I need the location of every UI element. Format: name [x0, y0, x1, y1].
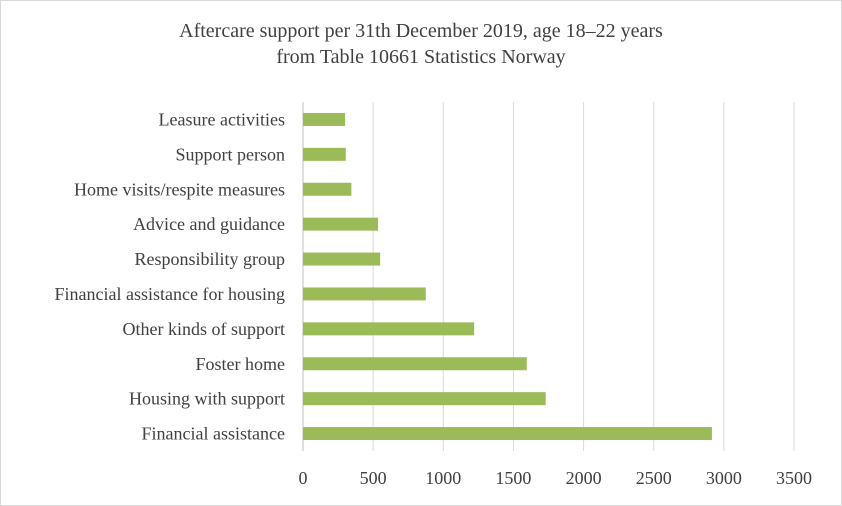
x-tick-label: 1000 — [425, 468, 461, 488]
bar — [303, 287, 426, 301]
bar — [303, 357, 527, 371]
x-tick-label: 1500 — [495, 468, 531, 488]
category-label: Housing with support — [129, 389, 285, 409]
x-tick-label: 2000 — [566, 468, 602, 488]
category-label: Leasure activities — [159, 109, 285, 129]
bar — [303, 322, 475, 336]
bar — [303, 182, 352, 196]
x-tick-label: 0 — [299, 468, 308, 488]
bar — [303, 112, 346, 126]
category-label: Other kinds of support — [123, 319, 285, 339]
x-tick-label: 3500 — [776, 468, 812, 488]
category-label: Home visits/respite measures — [74, 179, 285, 199]
category-labels: Leasure activities Support person Home vis… — [55, 109, 285, 443]
category-label: Financial assistance for housing — [55, 284, 285, 304]
chart-subtitle: from Table 10661 Statistics Norway — [276, 46, 566, 68]
category-label: Support person — [176, 144, 286, 164]
x-tick-label: 3000 — [706, 468, 742, 488]
category-label: Financial assistance — [142, 424, 285, 444]
bar — [303, 147, 346, 161]
bar — [303, 252, 381, 266]
category-label: Foster home — [196, 354, 286, 374]
x-tick-label: 500 — [360, 468, 387, 488]
chart-title-block: Aftercare support per 31th December 2019… — [0, 18, 842, 70]
category-label: Responsibility group — [134, 249, 285, 269]
chart-title: Aftercare support per 31th December 2019… — [179, 20, 663, 42]
bar — [303, 427, 712, 441]
bars — [303, 112, 712, 441]
bar — [303, 217, 379, 231]
x-axis-tick-labels: 0 500 1000 1500 2000 2500 3000 3500 — [299, 468, 813, 488]
category-label: Advice and guidance — [133, 214, 285, 234]
bar — [303, 392, 546, 406]
x-tick-label: 2500 — [636, 468, 672, 488]
